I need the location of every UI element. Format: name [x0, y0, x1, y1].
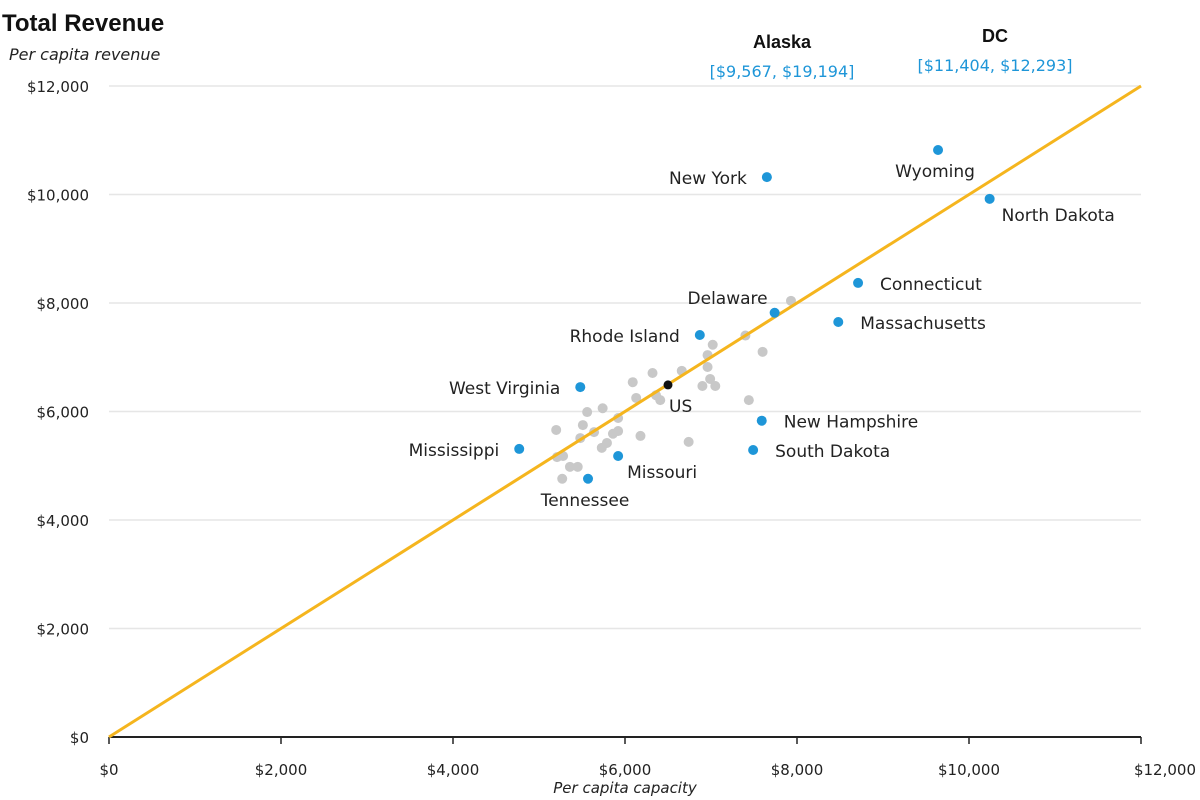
state-label: New York	[669, 169, 747, 189]
state-point	[933, 145, 944, 156]
state-label: Connecticut	[880, 275, 982, 295]
state-label: Delaware	[688, 289, 768, 309]
y-tick-label: $0	[70, 729, 89, 747]
other-state-point	[647, 367, 658, 378]
state-point	[613, 450, 624, 461]
other-state-point	[613, 426, 624, 437]
highlighted-states: New York Wyoming North Dakota Connecticut De…	[409, 145, 1115, 511]
other-state-point	[705, 373, 716, 384]
y-axis-ticks: $0 $2,000 $4,000 $6,000 $8,000 $10,000 $12,000	[27, 78, 89, 747]
other-state-point	[710, 381, 721, 392]
other-state-point	[577, 420, 588, 431]
y-tick-label: $10,000	[27, 187, 89, 205]
x-tick-label: $12,000	[1134, 761, 1196, 779]
off-chart-name: Alaska	[753, 32, 812, 52]
chart-title: Total Revenue	[2, 10, 164, 37]
y-tick-label: $4,000	[37, 512, 90, 530]
reference-line	[108, 84, 1142, 739]
state-point	[853, 277, 864, 288]
state-point	[694, 330, 705, 341]
off-chart-range: [$11,404, $12,293]	[918, 56, 1073, 75]
other-state-point	[743, 395, 754, 406]
off-chart-annotations: Alaska [$9,567, $19,194] DC [$11,404, $1…	[710, 26, 1073, 81]
x-axis: $0 $2,000 $4,000 $6,000 $8,000 $10,000 $12,000	[99, 736, 1196, 779]
state-point	[583, 473, 594, 484]
y-tick-label: $2,000	[37, 621, 90, 639]
state-point	[761, 172, 772, 183]
us-label: US	[669, 397, 692, 417]
other-state-point	[597, 403, 608, 414]
x-tick-label: $8,000	[771, 761, 824, 779]
state-label: Tennessee	[540, 491, 630, 511]
other-state-point	[557, 473, 568, 484]
state-point	[748, 445, 759, 456]
gridlines	[109, 85, 1141, 630]
state-point	[514, 443, 525, 454]
state-label: West Virginia	[449, 379, 560, 399]
other-state-point	[631, 392, 642, 403]
state-point	[833, 316, 844, 327]
other-state-point	[702, 362, 713, 373]
us-point	[663, 380, 673, 390]
off-chart-name: DC	[982, 26, 1008, 46]
state-label: Wyoming	[895, 162, 975, 182]
other-state-point	[572, 461, 583, 472]
x-tick-label: $10,000	[938, 761, 1000, 779]
state-point	[769, 307, 780, 318]
state-label: North Dakota	[1002, 206, 1115, 226]
state-label: Massachusetts	[860, 314, 986, 334]
other-state-point	[551, 424, 562, 435]
other-state-point	[683, 436, 694, 447]
other-state-point	[582, 407, 593, 418]
other-state-point	[697, 381, 708, 392]
other-state-point	[785, 295, 796, 306]
state-label: Rhode Island	[570, 327, 680, 347]
off-chart-range: [$9,567, $19,194]	[710, 62, 855, 81]
state-point	[575, 382, 586, 393]
y-axis-label: Per capita revenue	[9, 45, 161, 64]
other-state-point	[635, 430, 646, 441]
y-tick-label: $12,000	[27, 78, 89, 96]
x-axis-label: Per capita capacity	[553, 779, 698, 797]
other-state-point	[627, 377, 638, 388]
x-tick-label: $6,000	[599, 761, 652, 779]
other-state-point	[564, 461, 575, 472]
other-states-points	[551, 295, 796, 484]
other-state-point	[655, 395, 666, 406]
state-label: Missouri	[627, 463, 697, 483]
state-point	[756, 415, 767, 426]
state-label: South Dakota	[775, 442, 890, 462]
state-label: New Hampshire	[784, 413, 918, 433]
other-state-point	[757, 346, 768, 357]
x-tick-label: $0	[99, 761, 118, 779]
state-label: Mississippi	[409, 441, 500, 461]
y-tick-label: $6,000	[37, 404, 90, 422]
x-tick-label: $4,000	[427, 761, 480, 779]
other-state-point	[707, 339, 718, 350]
y-tick-label: $8,000	[37, 295, 90, 313]
x-tick-label: $2,000	[255, 761, 308, 779]
other-state-point	[596, 442, 607, 453]
state-point	[984, 193, 995, 204]
